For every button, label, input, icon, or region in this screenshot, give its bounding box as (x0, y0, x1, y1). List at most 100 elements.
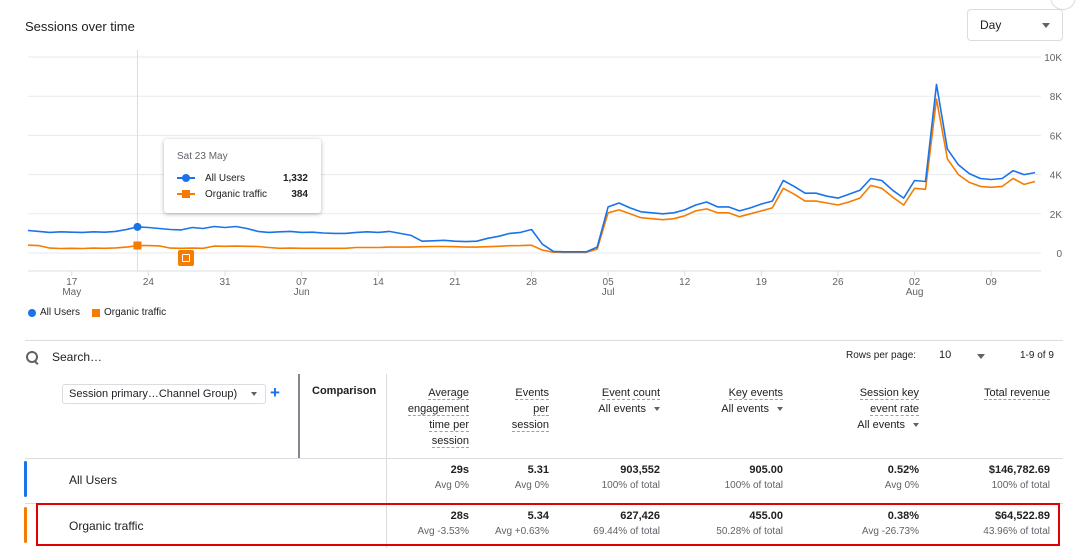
x-tick-month: Jun (294, 287, 310, 298)
metric-header[interactable]: Events per session (511, 385, 549, 433)
dimension-select[interactable]: Session primary…Channel Group) (62, 384, 266, 404)
x-tick-label: 09 (986, 277, 998, 288)
x-tick-label: 17 (66, 277, 78, 288)
hover-point-all-users (133, 222, 142, 231)
metric-event-filter-label: All events (598, 403, 646, 415)
table-cell: 627,426 69.44% of total (593, 510, 660, 537)
row-color-bar-all-users (24, 461, 27, 497)
x-tick-label: 28 (526, 277, 538, 288)
metric-header[interactable]: Total revenue (983, 385, 1050, 401)
tooltip-series-name: Organic traffic (205, 188, 268, 200)
cell-subtext: Avg +0.63% (494, 526, 549, 537)
table-cell: 5.31 Avg 0% (515, 464, 549, 491)
x-tick-label: 31 (219, 277, 231, 288)
metric-header[interactable]: Average engagement time per session (407, 385, 469, 449)
row-label-organic-traffic: Organic traffic (69, 519, 144, 533)
cell-value: 5.34 (527, 510, 549, 522)
x-tick-label: 07 (296, 277, 308, 288)
chevron-down-icon (1042, 23, 1050, 28)
x-tick-month: May (62, 287, 81, 298)
search-icon (25, 350, 40, 365)
y-tick-label: 4K (1050, 171, 1063, 182)
table-search[interactable] (25, 346, 425, 368)
cell-value: 903,552 (620, 464, 660, 476)
row-color-bar-organic-traffic (24, 507, 27, 543)
table-cell: 455.00 50.28% of total (716, 510, 783, 537)
y-axis: 10K 8K 6K 4K 2K 0 (1044, 53, 1062, 260)
rows-per-page-select[interactable]: 10 (939, 349, 987, 361)
table-cell: 0.38% Avg -26.73% (862, 510, 919, 537)
x-tick-label: 21 (449, 277, 461, 288)
section-divider (25, 340, 1063, 341)
row-divider (25, 458, 1063, 459)
metric-header-text: Events (515, 387, 549, 400)
y-tick-label: 2K (1050, 210, 1063, 221)
metric-header[interactable]: Event count All events (598, 385, 660, 417)
tooltip-date: Sat 23 May (177, 151, 228, 162)
chevron-down-icon (251, 392, 257, 396)
metric-header-text: session (431, 435, 469, 448)
chevron-down-icon (654, 407, 660, 412)
metric-header[interactable]: Session key event rate All events (857, 385, 919, 433)
cell-subtext: 100% of total (724, 480, 783, 491)
add-dimension-button[interactable]: + (270, 383, 280, 402)
cell-value: 29s (450, 464, 469, 476)
pagination-range: 1-9 of 9 (1020, 350, 1054, 361)
tooltip-series-value: 1,332 (282, 172, 308, 184)
cell-value: $146,782.69 (988, 464, 1050, 476)
metric-event-filter-label: All events (857, 419, 905, 431)
metric-event-filter[interactable]: All events (721, 401, 783, 417)
dimension-select-value: Session primary…Channel Group) (69, 388, 238, 400)
cell-value: 28s (450, 510, 469, 522)
legend-item-all-users[interactable]: All Users (28, 307, 80, 318)
x-tick-label: 05 (603, 277, 615, 288)
metric-header-text: Event count (601, 387, 660, 400)
metric-header-text: engagement (407, 403, 469, 416)
metric-header-text: Key events (728, 387, 783, 400)
chevron-down-icon (977, 354, 985, 359)
metric-header-text: Average (428, 387, 469, 400)
circle-icon (28, 308, 36, 317)
cell-subtext: 50.28% of total (716, 526, 783, 537)
comparison-header: Comparison (312, 385, 377, 397)
line-dot-swatch-icon (177, 173, 195, 183)
table-cell: 0.52% Avg 0% (885, 464, 919, 491)
table-cell: $146,782.69 100% of total (989, 464, 1050, 491)
chart-title: Sessions over time (25, 19, 135, 34)
metric-header-text: time per (429, 419, 469, 432)
x-tick-label: 26 (832, 277, 844, 288)
table-cell: 903,552 100% of total (602, 464, 660, 491)
metric-header[interactable]: Key events All events (721, 385, 783, 417)
metric-header-text: per (533, 403, 549, 416)
rows-per-page-label: Rows per page: (846, 350, 917, 361)
legend-label: Organic traffic (104, 307, 167, 318)
chart-series (27, 83, 1036, 254)
series-line-organic-traffic (27, 98, 1036, 254)
row-label-all-users: All Users (69, 473, 118, 487)
cell-subtext: Avg -3.53% (417, 526, 469, 537)
legend-item-organic-traffic[interactable]: Organic traffic (92, 307, 166, 318)
chart-tooltip: Sat 23 May All Users 1,332 Organic traff… (164, 139, 321, 213)
dimension-column-divider[interactable] (298, 374, 300, 458)
line-square-swatch-icon (177, 189, 195, 199)
legend-label: All Users (40, 307, 81, 318)
period-select[interactable]: Day (967, 9, 1063, 41)
metric-event-filter[interactable]: All events (598, 401, 660, 417)
cell-value: 0.38% (887, 510, 919, 522)
hover-markers (133, 222, 142, 250)
cell-subtext: 100% of total (601, 480, 660, 491)
search-input[interactable] (52, 350, 352, 364)
cell-subtext: 43.96% of total (983, 526, 1050, 537)
chart-legend: All Users Organic traffic (28, 307, 178, 318)
table-cell: 29s Avg 0% (435, 464, 469, 491)
table-cell: 905.00 100% of total (725, 464, 783, 491)
highlight-box (36, 503, 1060, 546)
tooltip-row-all-users: All Users 1,332 (177, 170, 308, 186)
annotation-icon[interactable] (178, 250, 194, 266)
cell-subtext: 69.44% of total (593, 526, 660, 537)
x-tick-label: 24 (143, 277, 155, 288)
metric-event-filter[interactable]: All events (857, 417, 919, 433)
cell-subtext: Avg 0% (434, 480, 469, 491)
hover-point-organic-traffic (133, 241, 142, 250)
y-tick-label: 8K (1050, 92, 1063, 103)
